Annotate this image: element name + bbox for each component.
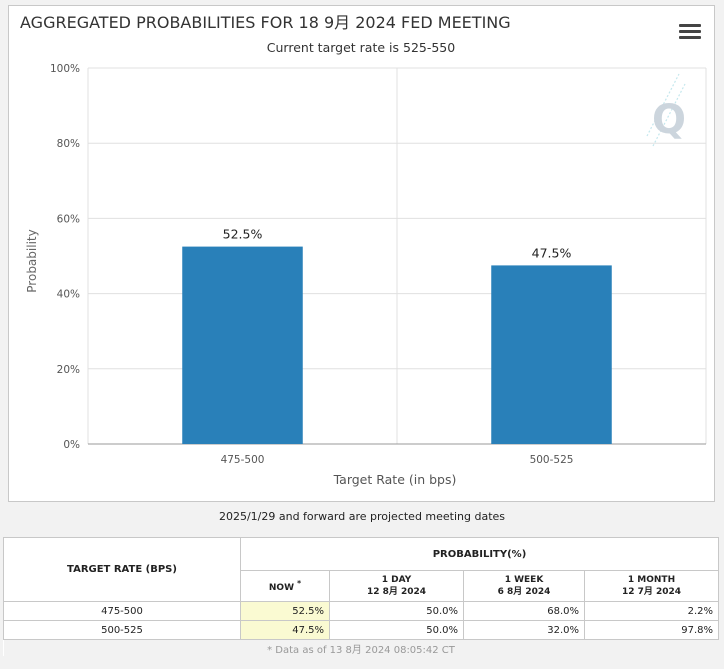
table-row: 475-500 52.5% 50.0% 68.0% 2.2% <box>3 601 719 621</box>
menu-bar-icon <box>679 30 701 33</box>
row-rate: 475-500 <box>3 601 241 621</box>
chart-menu-button[interactable] <box>679 24 701 44</box>
y-tick-label: 60% <box>57 213 80 225</box>
row-rate: 500-525 <box>3 620 241 640</box>
period-date: 12 7月 2024 <box>621 587 682 597</box>
table-row: 500-525 47.5% 50.0% 32.0% 97.8% <box>3 620 719 640</box>
x-axis-label: Target Rate (in bps) <box>333 472 457 487</box>
probability-table-wrap: TARGET RATE (BPS) PROBABILITY(%) NOW * 1… <box>3 537 719 656</box>
y-tick-label: 100% <box>50 63 80 75</box>
row-1-month: 2.2% <box>584 601 719 621</box>
row-1-week: 32.0% <box>463 620 585 640</box>
row-1-month: 97.8% <box>584 620 719 640</box>
row-1-day: 50.0% <box>329 620 464 640</box>
watermark-letter: Q <box>652 97 686 143</box>
period-label: 1 MONTH <box>627 575 676 585</box>
menu-bar-icon <box>679 24 701 27</box>
bar[interactable] <box>182 246 303 444</box>
header-probability: PROBABILITY(%) <box>240 537 719 571</box>
chart-subtitle: Current target rate is 525-550 <box>267 40 455 55</box>
chart-container: AGGREGATED PROBABILITIES FOR 18 9月 2024 … <box>8 5 715 502</box>
header-1-day: 1 DAY 12 8月 2024 <box>329 570 464 602</box>
y-axis-label: Probability <box>25 229 39 292</box>
row-now: 47.5% <box>240 620 330 640</box>
data-timestamp-footer: * Data as of 13 8月 2024 08:05:42 CT <box>3 639 719 656</box>
chart-title: AGGREGATED PROBABILITIES FOR 18 9月 2024 … <box>20 13 511 32</box>
row-now: 52.5% <box>240 601 330 621</box>
period-label: 1 WEEK <box>504 575 544 585</box>
y-tick-label: 40% <box>57 289 80 301</box>
bar[interactable] <box>491 265 612 444</box>
y-tick-label: 0% <box>63 439 80 451</box>
bar-chart: AGGREGATED PROBABILITIES FOR 18 9月 2024 … <box>20 13 707 487</box>
menu-bar-icon <box>679 36 701 39</box>
period-date: 6 8月 2024 <box>497 587 551 597</box>
bar-data-label: 52.5% <box>223 227 263 242</box>
header-now-label: NOW <box>268 583 295 593</box>
row-1-day: 50.0% <box>329 601 464 621</box>
row-1-week: 68.0% <box>463 601 585 621</box>
y-tick-label: 80% <box>57 138 80 150</box>
x-tick-label: 500-525 <box>530 454 574 466</box>
header-now-marker: * <box>297 579 302 588</box>
projection-note: 2025/1/29 and forward are projected meet… <box>218 510 506 523</box>
period-date: 12 8月 2024 <box>366 587 427 597</box>
bar-data-label: 47.5% <box>532 245 572 260</box>
header-1-week: 1 WEEK 6 8月 2024 <box>463 570 585 602</box>
probability-table: TARGET RATE (BPS) PROBABILITY(%) NOW * 1… <box>3 537 719 656</box>
x-tick-label: 475-500 <box>221 454 265 466</box>
header-1-month: 1 MONTH 12 7月 2024 <box>584 570 719 602</box>
period-label: 1 DAY <box>381 575 412 585</box>
y-tick-label: 20% <box>57 364 80 376</box>
header-target-rate: TARGET RATE (BPS) <box>3 537 241 602</box>
header-now: NOW * <box>240 570 330 602</box>
watermark-logo: Q <box>646 73 686 147</box>
